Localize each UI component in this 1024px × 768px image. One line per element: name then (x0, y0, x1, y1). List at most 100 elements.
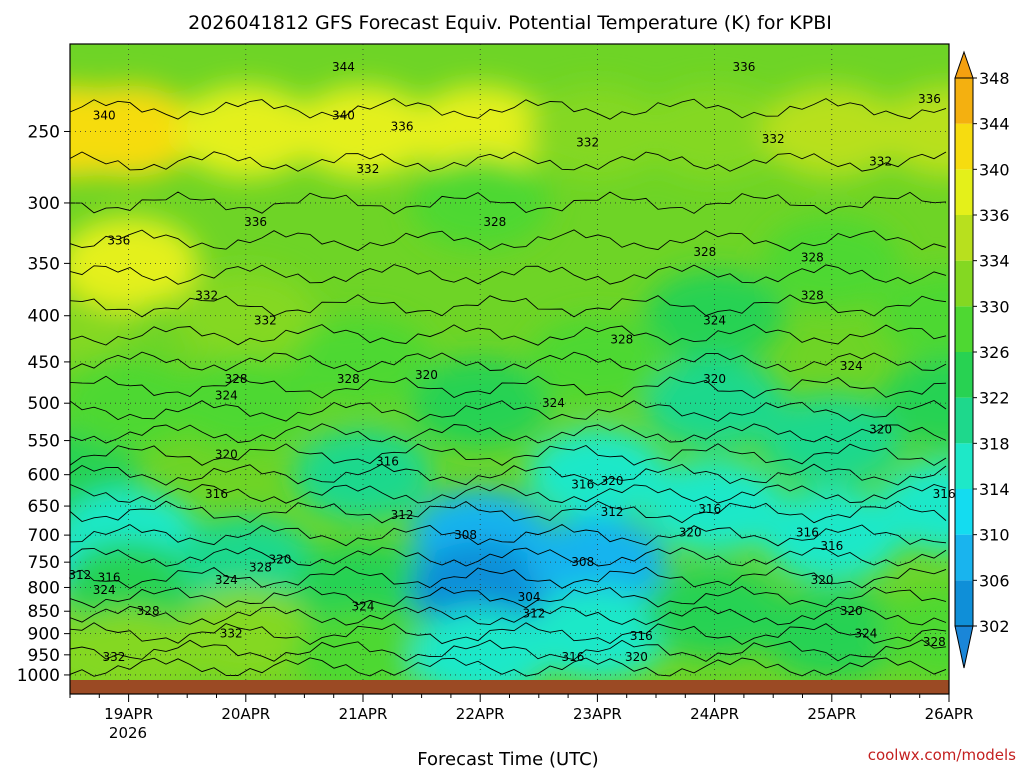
contour-label: 336 (391, 120, 414, 134)
x-tick-label: 21APR (339, 705, 388, 723)
x-tick-label: 24APR (690, 705, 739, 723)
x-tick-label: 26APR (925, 705, 974, 723)
chart-title: 2026041812 GFS Forecast Equiv. Potential… (188, 12, 832, 34)
contour-line (70, 622, 947, 646)
contour-label: 304 (518, 590, 541, 604)
y-tick-label: 600 (28, 466, 60, 486)
contour-label: 324 (215, 388, 238, 402)
contour-label: 328 (337, 372, 360, 386)
colorbar-label: 302 (979, 617, 1010, 636)
contour-label: 328 (137, 604, 160, 618)
y-tick-label: 550 (28, 432, 60, 452)
contour-label: 308 (571, 555, 594, 569)
contour-line (70, 463, 947, 486)
x-year-label: 2026 (109, 724, 147, 742)
contour-label: 320 (415, 368, 438, 382)
colorbar-label: 344 (979, 115, 1010, 134)
contour-label: 332 (576, 135, 599, 149)
y-tick-label: 800 (28, 578, 60, 598)
colorbar-label: 322 (979, 389, 1010, 408)
contour-label: 336 (244, 215, 267, 229)
field-shading (70, 85, 949, 680)
colorbar-label: 306 (979, 571, 1010, 590)
contour-label: 316 (933, 487, 956, 501)
contour-label: 324 (215, 573, 238, 587)
field-sample (70, 608, 199, 680)
field-sample (761, 489, 902, 582)
contour-label: 340 (93, 108, 116, 122)
field-sample (879, 269, 949, 362)
colorbar-swatch (955, 352, 973, 398)
colorbar-swatch (955, 580, 973, 626)
field-sample (293, 315, 433, 408)
contour-line (70, 98, 947, 120)
colorbar-extend-high (954, 50, 974, 79)
contour-label: 316 (571, 477, 594, 491)
colorbar-label: 310 (979, 526, 1010, 545)
contour-label: 336 (107, 233, 130, 247)
colorbar-swatch (955, 534, 973, 581)
contour-label: 332 (356, 162, 379, 176)
contour-line (70, 443, 947, 466)
y-tick-label: 750 (28, 553, 60, 573)
colorbar-swatch (955, 123, 973, 170)
contour-line (70, 483, 947, 504)
field-sample (527, 516, 668, 609)
contour-line (70, 294, 947, 318)
colorbar-label: 340 (979, 160, 1010, 179)
contour-line (70, 264, 947, 285)
grid-lines (70, 44, 949, 680)
field-sample (644, 269, 785, 362)
colorbar-swatch (955, 443, 973, 489)
contour-line (70, 191, 947, 215)
contour-label: 336 (732, 60, 755, 74)
y-tick-label: 250 (28, 122, 60, 142)
contour-label: 316 (98, 571, 121, 585)
contour-label: 332 (195, 289, 218, 303)
contour-line (70, 500, 947, 524)
contour-line (70, 605, 947, 626)
contour-line (70, 639, 947, 662)
contour-labels: 344 336 340 340 336 336 332 332 332 332 336 328 336 3… (68, 60, 955, 664)
y-tick-label: 650 (28, 497, 60, 517)
contour-label: 316 (562, 650, 585, 664)
contour-label: 332 (102, 650, 125, 664)
contour-label: 324 (352, 600, 375, 614)
contour-line (70, 547, 947, 567)
contour-label: 316 (205, 487, 228, 501)
colorbar-label: 318 (979, 434, 1010, 453)
colorbar-swatch (955, 306, 973, 352)
contour-label: 308 (454, 528, 477, 542)
colorbar-label: 334 (979, 252, 1010, 271)
y-tick-label: 950 (28, 646, 60, 666)
y-tick-label: 400 (28, 307, 60, 327)
field-sample (70, 217, 199, 310)
y-tick-label: 900 (28, 625, 60, 645)
y-tick-label: 1000 (17, 666, 60, 686)
terrain-band (70, 680, 949, 694)
y-axis: 250 300 350 400 450 500 550 600 650 700 750 800 850 9… (17, 122, 70, 686)
field-sample (293, 85, 433, 178)
colorbar-label: 348 (979, 69, 1010, 88)
contour-label: 328 (483, 215, 506, 229)
field-sample (293, 541, 433, 634)
contour-label: 324 (703, 314, 726, 328)
colorbar-swatch (955, 169, 973, 215)
field-sample (761, 85, 902, 178)
field-sample (644, 565, 785, 658)
x-tick-label: 25APR (807, 705, 856, 723)
contour-label: 328 (801, 251, 824, 265)
contour-label: 316 (376, 454, 399, 468)
contour-lines (70, 98, 947, 677)
contour-label: 320 (601, 474, 624, 488)
contour-label: 332 (869, 155, 892, 169)
contour-label: 316 (796, 525, 819, 539)
contour-line (70, 351, 947, 373)
contour-label: 324 (840, 359, 863, 373)
colorbar-swatch (955, 489, 973, 535)
colorbar-swatch (955, 397, 973, 444)
contour-label: 316 (698, 502, 721, 516)
field-sample (644, 460, 785, 553)
contour-label: 312 (391, 508, 414, 522)
colorbar-label: 326 (979, 343, 1010, 362)
